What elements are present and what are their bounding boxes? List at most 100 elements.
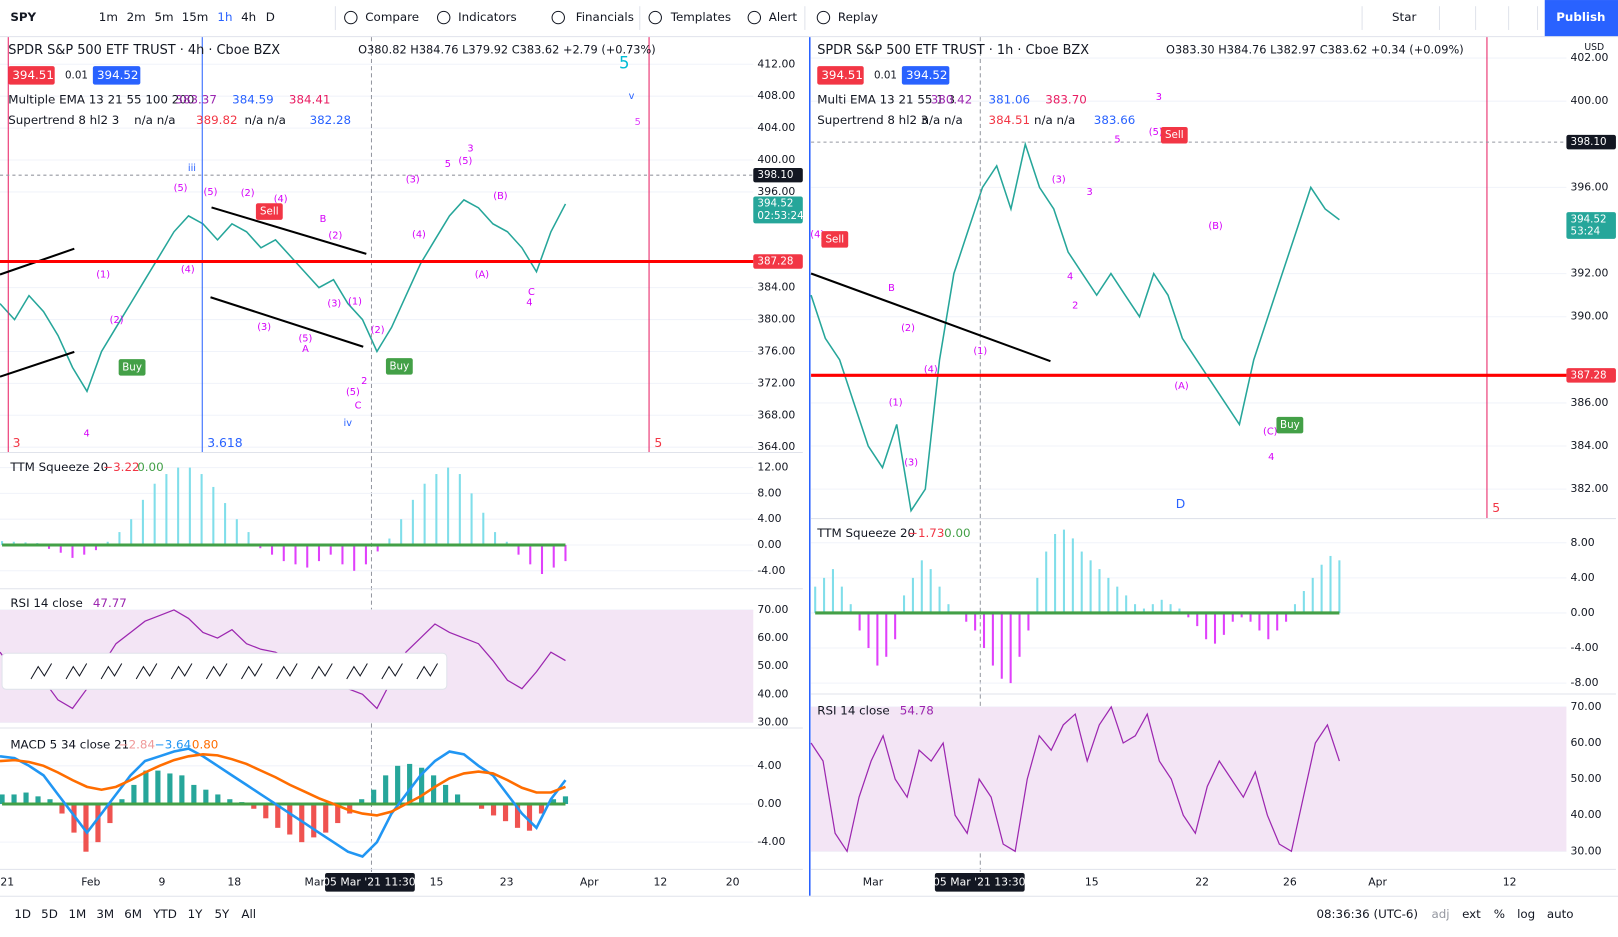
range-button[interactable]: 1D [14,907,31,921]
indicator-value: −2.84 [119,738,155,752]
interval-button[interactable]: 2m [127,10,146,24]
scale-option[interactable]: % [1494,907,1505,921]
wave-label: 5 [635,117,641,128]
tool-icon[interactable] [100,663,123,680]
histogram-bar [155,770,161,804]
wave-label: v [629,91,635,102]
wave-label: B [888,283,895,294]
range-button[interactable]: All [241,907,256,921]
interval-button[interactable]: 1m [99,10,118,24]
range-button[interactable]: 6M [124,907,142,921]
interval-button[interactable]: D [266,10,275,24]
tool-icon[interactable] [241,663,263,680]
histogram-bar [1240,612,1243,618]
toolbar-button[interactable]: Financials [576,10,634,24]
histogram-bar [311,803,317,838]
histogram-bar [529,544,532,565]
y-tick-label: 4.00 [1571,571,1595,584]
toolbar-button[interactable]: Alert [769,10,798,24]
histogram-bar [490,803,497,816]
range-button[interactable]: 3M [96,907,114,921]
toolbar-button[interactable]: Compare [365,10,419,24]
tool-icon[interactable] [381,663,403,680]
scale-option[interactable]: auto [1547,907,1574,921]
histogram-bar [423,483,426,545]
wave-label: 3 [467,144,473,155]
histogram-bar [920,560,923,613]
histogram-bar [275,803,281,828]
wave-label: (3) [406,175,420,186]
interval-button[interactable]: 15m [182,10,209,24]
toolbar-button[interactable]: Indicators [458,10,517,24]
interval-button[interactable]: 1h [217,10,232,24]
wave-label: (4) [412,229,426,240]
histogram-bar [341,544,344,565]
histogram-bar [1134,604,1137,613]
scale-option[interactable]: adj [1431,907,1449,921]
wave-label: Buy [389,360,409,372]
bid-box [817,66,864,85]
tool-icon[interactable] [205,663,228,680]
histogram-bar [514,803,521,828]
wave-label: Buy [122,361,142,373]
histogram-bar [364,544,367,565]
range-button[interactable]: 1Y [188,907,204,921]
publish-label[interactable]: Publish [1556,10,1605,24]
drawing-toolbar [1,652,448,690]
tool-icon[interactable] [65,663,88,680]
range-button[interactable]: 5D [41,907,58,921]
tool-icon[interactable] [416,663,438,680]
y-tick-label: 382.00 [1571,482,1609,495]
histogram-bar [224,503,227,545]
price-label-text: 387.28 [1571,369,1607,381]
ask-box [92,66,141,85]
toolbar-button[interactable]: Replay [838,10,878,24]
range-button[interactable]: 5Y [214,907,230,921]
toolbar-button[interactable]: Templates [670,10,731,24]
histogram-bar [831,569,834,613]
tool-icon[interactable] [276,663,298,680]
histogram-bar [1142,608,1145,613]
histogram-bar [329,544,332,555]
tool-icon[interactable] [30,663,53,680]
y-tick-label: 376.00 [757,344,795,357]
symbol[interactable]: SPY [10,10,36,24]
histogram-bar [1311,577,1314,613]
tool-icon[interactable] [170,663,193,680]
y-tick-label: 396.00 [1571,180,1609,193]
y-tick-label: 386.00 [1571,396,1609,409]
histogram-bar [814,586,817,613]
wave-label: 5 [1492,501,1500,515]
star-button[interactable]: Star [1392,10,1416,24]
scale-option[interactable]: ext [1462,907,1481,921]
range-button[interactable]: 1M [69,907,87,921]
tool-icon[interactable] [311,663,333,680]
histogram-bar [1320,564,1323,613]
histogram-bar [118,532,121,545]
interval-button[interactable]: 5m [155,10,174,24]
cursor-box [325,873,415,892]
y-tick-label: -4.00 [757,564,785,577]
scale-option[interactable]: log [1517,907,1535,921]
icon [437,10,451,25]
histogram-bar [929,569,932,613]
chart-title: SPDR S&P 500 ETF TRUST · 1h · Cboe BZX [817,43,1089,58]
interval-button[interactable]: 4h [241,10,256,24]
y-tick-label: 372.00 [757,376,795,389]
histogram-bar [259,544,262,549]
series-line [0,747,567,858]
range-button[interactable]: YTD [152,907,177,921]
price-label-text: 387.28 [757,255,793,267]
histogram-bar [1258,612,1261,631]
tool-icon[interactable] [346,663,368,680]
histogram-bar [876,612,879,666]
x-tick-label: 18 [227,875,241,888]
publish-button[interactable] [1544,0,1618,37]
histogram-bar [188,467,191,545]
histogram-bar [965,612,968,622]
histogram-bar [1213,612,1217,644]
tool-icon[interactable] [135,663,158,680]
histogram-bar [23,792,29,804]
y-tick-label: 60.00 [1571,736,1602,749]
histogram-bar [71,803,77,833]
